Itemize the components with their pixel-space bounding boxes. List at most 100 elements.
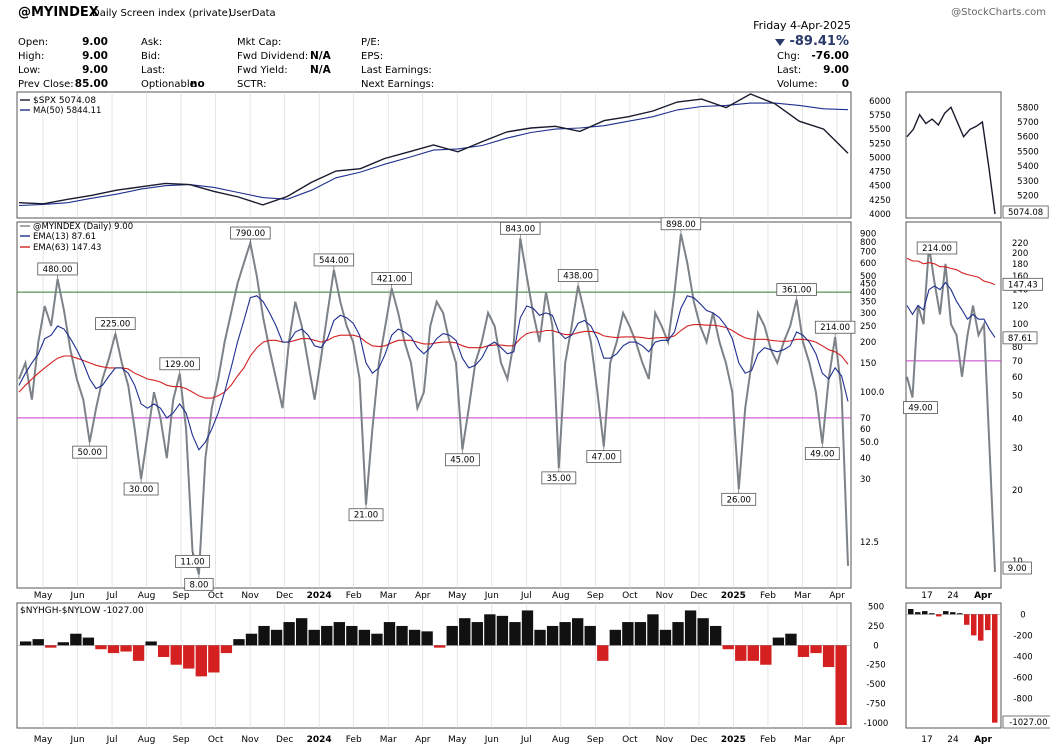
quote-label: Optionable [141,79,196,90]
x-axis-label: May [448,735,467,745]
mini-breadth-bar [936,614,942,617]
index-annotation: 214.00 [820,323,850,333]
x-axis-label: Feb [346,735,362,745]
mini-index-ytick-label: 50 [1012,392,1023,402]
quote-value: 85.00 [75,78,108,90]
mini-breadth-ytick-label: -200 [1013,631,1032,641]
mini-ema13-line [906,281,996,338]
breadth-bar [760,645,772,665]
x-axis-label: Nov [241,735,259,745]
mini-breadth-bar [957,613,963,615]
x-axis-label: Sep [587,735,604,745]
breadth-bar [183,645,195,669]
price-ytick-label: 4750 [869,168,891,178]
breadth-bar [609,629,621,646]
breadth-bar [434,645,446,648]
mini-x-axis-label: 24 [947,591,959,601]
breadth-bar [521,610,534,646]
mini-index-line [906,245,996,572]
x-axis-label: Aug [138,591,156,601]
mini-index-ytick-label: 60 [1012,373,1023,383]
quote-label: Volume: [777,79,818,90]
breadth-bar [672,622,684,646]
index-ytick-label: 450 [860,280,876,290]
breadth-bar [107,645,120,654]
price-ytick-label: 5750 [869,111,891,121]
index-annotation-box [371,272,412,285]
breadth-ytick-label: -500 [866,680,885,690]
index-annotation-box [175,554,210,568]
quote-value: 9.00 [82,36,108,48]
spx-line [18,93,849,206]
x-axis-label: Mar [794,591,811,601]
mini-spx-line [906,106,996,215]
mini-index-ytick-label: 40 [1012,414,1023,424]
breadth-bar [634,622,647,646]
breadth-ytick-label: 250 [868,622,884,632]
x-axis-label: Apr [829,591,845,601]
breadth-last-label-box [1002,715,1050,729]
source-label: UserData [229,8,276,19]
breadth-bar [45,645,57,648]
mini-breadth-bar [971,614,977,636]
breadth-bar [822,645,835,668]
mini-breadth-ytick-label: 0 [1020,610,1025,620]
chart-header: @MYINDEX Daily Screen index (private) Us… [18,5,1046,90]
x-axis-label: Oct [208,591,224,601]
index-annotation: 35.00 [547,474,571,484]
quote-value: 9.00 [82,64,108,76]
mini-index-ytick-label: 20 [1012,486,1023,496]
quote-label: Last: [777,65,801,76]
price-ytick-label: 6000 [869,97,891,107]
quote-value: 9.00 [823,64,849,76]
index-ytick-label: 60 [860,425,871,435]
breadth-bar [258,625,270,646]
breadth-bar [70,633,82,646]
quote-value: -76.00 [811,50,849,62]
x-axis-label: May [448,591,467,601]
breadth-bar [358,629,371,646]
ema63-last-label: 147.43 [1008,280,1038,290]
index-annotation: 26.00 [727,495,751,505]
x-axis-label: 2025 [721,735,746,745]
breadth-bar [233,639,245,646]
x-axis-label: Nov [241,591,259,601]
breadth-bar [797,645,810,657]
index-annotation-box [557,269,599,282]
quote-value: N/A [310,50,332,62]
index-ytick-label: 500 [860,272,876,282]
watermark: @StockCharts.com [951,7,1046,18]
mini-x-axis-label: Apr [974,591,992,601]
breadth-bar [158,645,170,657]
breadth-bar [321,625,333,646]
mini-index-annotation-box [916,241,958,255]
mini-price-ytick-label: 5300 [1017,177,1039,187]
x-axis-label: Jun [69,735,84,745]
x-axis-label: Mar [380,591,397,601]
breadth-bar [208,645,220,673]
index-ytick-label: 700 [860,248,876,258]
mini-index-ytick-label: 70 [1012,357,1023,367]
quote-label: Bid: [141,51,160,62]
index-panel-frame [16,221,852,589]
mini-breadth-bar [922,611,928,615]
breadth-bar [785,633,797,646]
index-last-label-box [1002,561,1032,575]
x-axis-label: 2024 [307,591,332,601]
mini-x-axis-label: Apr [974,735,992,745]
index-annotation: 8.00 [189,580,208,590]
breadth-bar [546,625,559,646]
mini-x-axis-label: 24 [947,735,959,745]
index-annotation: 129.00 [165,360,195,370]
x-axis-label: Oct [622,591,638,601]
index-annotation-box [184,577,214,591]
index-annotation: 421.00 [377,274,407,284]
index-ytick-label: 100.0 [860,388,884,398]
breadth-bar [509,622,521,646]
breadth-bar [270,629,283,646]
mini-price-ytick-label: 5200 [1017,191,1039,201]
index-ytick-label: 300 [860,309,876,319]
breadth-ytick-label: -250 [866,661,885,671]
breadth-last-label: -1027.00 [1009,718,1047,728]
